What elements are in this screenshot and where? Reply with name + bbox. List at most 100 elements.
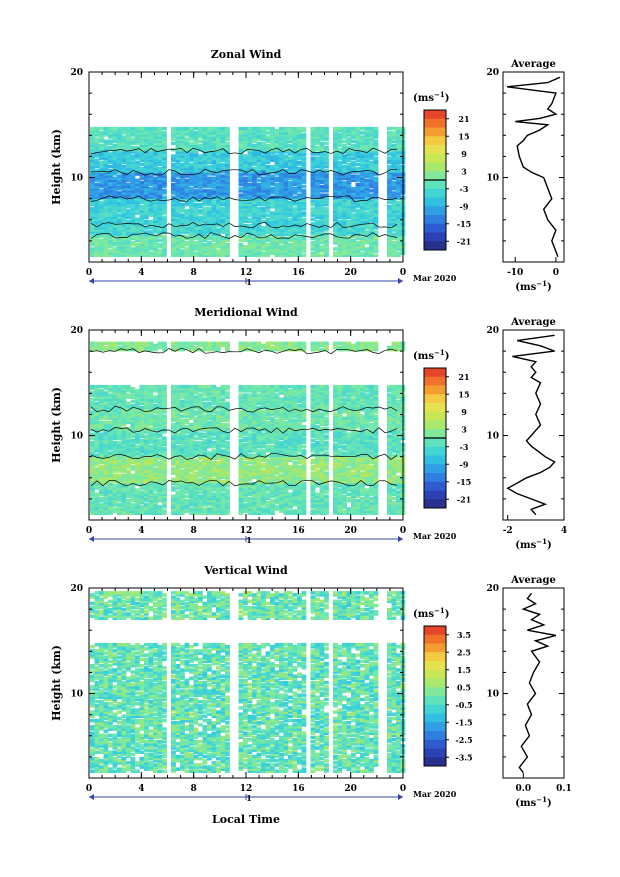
heatmap-cell (257, 142, 262, 146)
heatmap-cell (171, 163, 176, 167)
heatmap-cell (338, 488, 343, 492)
heatmap-cell (131, 154, 136, 158)
heatmap-cell (252, 144, 257, 148)
heatmap-cell (108, 127, 113, 130)
heatmap-cell (288, 144, 293, 148)
heatmap-cell (90, 247, 95, 251)
colorbar-tick-label: -3 (460, 184, 469, 194)
heatmap-cell (351, 144, 356, 148)
heatmap-cell (360, 135, 365, 139)
heatmap-cell (162, 216, 167, 220)
heatmap-cell (117, 474, 122, 478)
heatmap-cell (140, 127, 145, 130)
heatmap-cell (135, 127, 140, 130)
heatmap-cell (369, 161, 374, 165)
heatmap-cell (203, 243, 208, 247)
heatmap-cell (140, 490, 145, 494)
heatmap-cell (99, 503, 104, 507)
heatmap-cell (99, 127, 104, 130)
heatmap-cell (360, 127, 365, 130)
heatmap-cell (180, 163, 185, 167)
heatmap-cell (288, 201, 293, 205)
heatmap-cell (338, 161, 343, 165)
colorbar-tick-label: 21 (458, 114, 469, 124)
heatmap-cell (257, 179, 262, 183)
heatmap-cell (387, 127, 392, 130)
heatmap-cell (194, 471, 199, 475)
heatmap-cell (126, 127, 131, 130)
colorbar-swatch (424, 233, 446, 242)
heatmap-cell (360, 497, 365, 501)
heatmap-cell (347, 507, 352, 511)
heatmap-cell (171, 486, 176, 490)
heatmap-cell (99, 497, 104, 501)
heatmap-cell (99, 131, 104, 135)
colorbar-swatch (424, 198, 446, 207)
heatmap-cell (189, 187, 194, 191)
heatmap-cell (225, 142, 230, 146)
heatmap-cell (266, 501, 271, 505)
heatmap-cell (275, 154, 280, 158)
heatmap-cell (392, 241, 397, 245)
heatmap-cell (356, 174, 361, 178)
heatmap-cell (392, 232, 397, 236)
heatmap-cell (207, 241, 212, 245)
heatmap-cell (122, 165, 127, 169)
average-y-tick-label: 10 (486, 174, 499, 184)
heatmap-cell (189, 127, 194, 130)
colorbar-swatch (424, 163, 446, 172)
heatmap-cell (122, 474, 127, 478)
heatmap-cell (131, 199, 136, 203)
heatmap-cell (365, 127, 370, 130)
heatmap-cell (108, 140, 113, 144)
heatmap-cell (176, 179, 181, 183)
heatmap-cell (347, 163, 352, 167)
colorbar-swatch (424, 206, 446, 215)
heatmap-cell (203, 189, 208, 193)
heatmap-cell (221, 127, 226, 130)
heatmap-cell (221, 207, 226, 211)
heatmap-cell (131, 503, 136, 507)
heatmap-cell (104, 127, 109, 130)
heatmap-cell (126, 183, 131, 187)
heatmap-cell (153, 493, 158, 497)
heatmap-cell (374, 177, 379, 181)
heatmap-cell (140, 163, 145, 167)
heatmap-cell (347, 228, 352, 232)
heatmap-cell (270, 228, 275, 232)
heatmap-cell (122, 135, 127, 139)
heatmap-cell (351, 213, 356, 217)
heatmap-cell (126, 209, 131, 213)
heatmap-cell (311, 251, 316, 255)
heatmap-cell (284, 154, 289, 158)
heatmap-cell (360, 251, 365, 255)
heatmap-cell (288, 493, 293, 497)
heatmap-cell (149, 187, 154, 191)
x-tick-label: 4 (138, 268, 144, 278)
heatmap-cell (162, 131, 167, 135)
heatmap-cell (135, 179, 140, 183)
heatmap-cell (374, 254, 379, 258)
heatmap-cell (162, 235, 167, 239)
heatmap-cell (162, 196, 167, 200)
heatmap-cell (239, 187, 244, 191)
heatmap-cell (189, 474, 194, 478)
heatmap-cell (135, 161, 140, 165)
panel-title-1: Meridional Wind (194, 306, 298, 319)
heatmap-cell (180, 213, 185, 217)
heatmap-cell (302, 185, 307, 189)
heatmap-cell (203, 172, 208, 176)
heatmap-cell (333, 127, 338, 130)
heatmap-cell (311, 156, 316, 160)
heatmap-cell (203, 127, 208, 130)
heatmap-cell (131, 247, 136, 251)
heatmap-cell (252, 127, 257, 130)
heatmap-cell (171, 478, 176, 482)
heatmap-cell (198, 127, 203, 130)
x-tick-label: 0 (86, 268, 92, 278)
heatmap-cell (333, 251, 338, 255)
heatmap-cell (315, 146, 320, 150)
day-arrow-left (89, 278, 94, 284)
heatmap-cell (122, 224, 127, 228)
